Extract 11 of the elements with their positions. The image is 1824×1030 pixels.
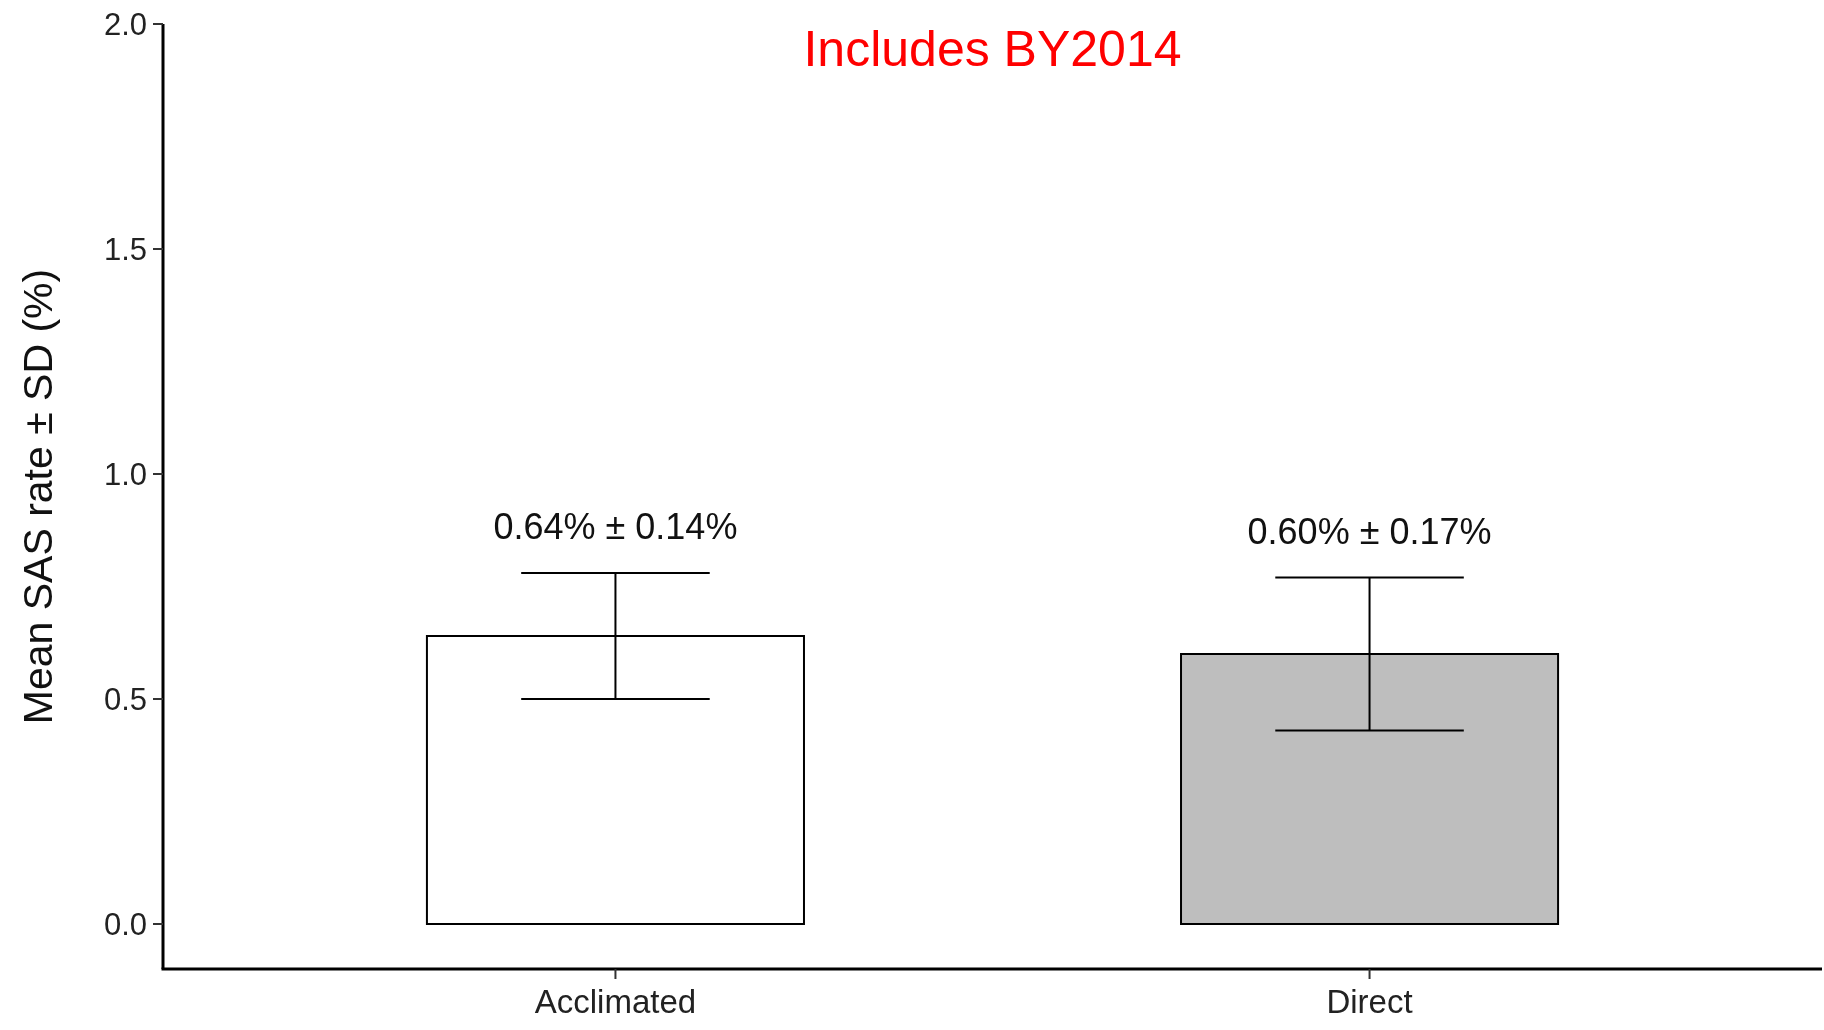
y-tick-label: 1.5: [103, 231, 147, 267]
chart-title: Includes BY2014: [803, 21, 1182, 77]
x-tick-label: Acclimated: [534, 983, 697, 1020]
y-tick-label: 2.0: [103, 6, 147, 42]
y-axis-title: Mean SAS rate ± SD (%): [15, 268, 61, 725]
y-tick-label: 1.0: [103, 456, 147, 492]
y-tick-label: 0.5: [103, 681, 147, 717]
x-tick-label: Direct: [1326, 983, 1413, 1020]
data-label: 0.60% ± 0.17%: [1247, 510, 1492, 552]
y-tick-label: 0.0: [103, 906, 147, 942]
data-label: 0.64% ± 0.14%: [493, 506, 738, 547]
